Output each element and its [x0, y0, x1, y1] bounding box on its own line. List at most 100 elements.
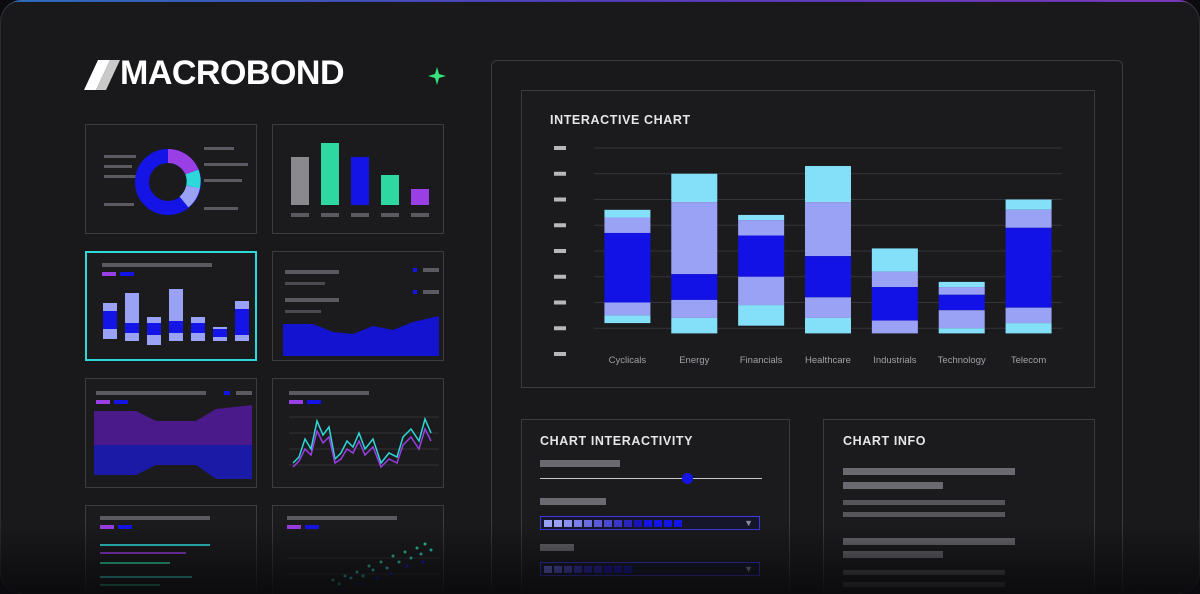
bar-segment-cyclicals[interactable] [604, 302, 651, 316]
x-tick-label: Industrials [873, 355, 917, 366]
dropdown-segment [614, 520, 622, 527]
band-chart-thumb[interactable] [85, 378, 257, 488]
bar-segment-telecom[interactable] [1005, 323, 1052, 334]
dropdown-segment [554, 566, 562, 573]
line-list-thumb[interactable] [85, 505, 257, 594]
slider-thumb[interactable] [681, 473, 693, 484]
dropdown-segment [564, 520, 572, 527]
bar-segment-cyclicals[interactable] [604, 315, 651, 324]
main-panel [491, 60, 1123, 594]
chevron-down-icon: ▼ [744, 518, 753, 528]
bar-segment-financials[interactable] [738, 276, 785, 306]
sparkle-icon[interactable] [427, 66, 447, 86]
bar-segment-technology[interactable] [938, 287, 985, 295]
bar-segment-industrials[interactable] [871, 248, 918, 272]
info-line [843, 551, 943, 558]
dropdown-segment [624, 520, 632, 527]
bar-segment-telecom[interactable] [1005, 209, 1052, 228]
interactive-chart-card: INTERACTIVE CHART Cyclicals Energy Financi… [521, 90, 1095, 388]
bar-segment-telecom[interactable] [1005, 307, 1052, 324]
dropdown-segment [594, 520, 602, 527]
info-line [843, 512, 1005, 517]
stacked-bar-icon [102, 263, 249, 345]
slider-label [540, 460, 620, 467]
bar-segment-financials[interactable] [738, 305, 785, 326]
y-tick [554, 274, 566, 279]
bar-segment-healthcare[interactable] [805, 317, 851, 334]
bar-segment-industrials[interactable] [871, 271, 918, 288]
bar-segment-financials[interactable] [738, 235, 785, 277]
dropdown1-label [540, 498, 606, 505]
x-tick-label: Healthcare [805, 355, 851, 366]
chart-info-card: CHART INFO [823, 419, 1095, 594]
bar-segment-technology[interactable] [938, 310, 985, 329]
y-tick [554, 197, 566, 202]
bar-segment-cyclicals[interactable] [604, 209, 651, 218]
area-chart-icon [283, 268, 439, 356]
bar-segment-energy[interactable] [671, 202, 718, 275]
y-tick [554, 171, 566, 176]
bar-segment-energy[interactable] [671, 173, 718, 203]
slider-track[interactable] [540, 478, 762, 479]
bar-segment-financials[interactable] [738, 214, 785, 221]
x-tick-label: Cyclicals [608, 355, 647, 366]
chart-interactivity-card: CHART INTERACTIVITY ▼ ▼ [521, 419, 790, 594]
dropdown-segment [604, 566, 612, 573]
dropdown-segment [614, 566, 622, 573]
chart-title: INTERACTIVE CHART [550, 113, 691, 127]
area-chart-thumb[interactable] [272, 251, 444, 361]
dropdown-select-1[interactable]: ▼ [540, 516, 760, 530]
bar-segment-energy[interactable] [671, 274, 718, 300]
bar-segment-healthcare[interactable] [805, 256, 851, 298]
scatter-chart-thumb[interactable] [272, 505, 444, 594]
bar-segment-healthcare[interactable] [805, 202, 851, 257]
line-list-icon [100, 516, 210, 586]
dropdown-select-2[interactable]: ▼ [540, 562, 760, 576]
dropdown-segment [594, 566, 602, 573]
info-line [843, 538, 1015, 545]
dropdown-segment [604, 520, 612, 527]
bar-segment-technology[interactable] [938, 328, 985, 334]
bar-segment-industrials[interactable] [871, 320, 918, 334]
dropdown-segment [654, 520, 662, 527]
stacked-bar-chart[interactable] [522, 91, 1096, 389]
dropdown-segment [664, 520, 672, 527]
donut-chart-icon [104, 147, 248, 215]
dropdown-segment [634, 520, 642, 527]
dropdown-segment [574, 566, 582, 573]
x-tick-label: Energy [679, 355, 710, 366]
bar-segment-cyclicals[interactable] [604, 232, 651, 303]
bar-segment-technology[interactable] [938, 281, 985, 288]
y-tick [554, 300, 566, 305]
x-tick-label: Technology [937, 355, 986, 366]
info-line [843, 500, 1005, 505]
bar-segment-healthcare[interactable] [805, 166, 851, 203]
x-tick-label: Telecom [1010, 355, 1047, 366]
bar-segment-cyclicals[interactable] [604, 217, 651, 233]
bar-segment-telecom[interactable] [1005, 199, 1052, 210]
donut-chart-thumb[interactable] [85, 124, 257, 234]
bar-segment-telecom[interactable] [1005, 227, 1052, 308]
dropdown-segment [584, 520, 592, 527]
bar-chart-thumb[interactable] [272, 124, 444, 234]
bar-chart-icon [291, 143, 429, 217]
info-line [843, 468, 1015, 475]
stacked-bar-thumb[interactable] [85, 251, 257, 361]
bar-segment-energy[interactable] [671, 317, 718, 334]
line-chart-thumb[interactable] [272, 378, 444, 488]
y-tick [554, 223, 566, 228]
bar-segment-energy[interactable] [671, 299, 718, 318]
info-line [843, 582, 1005, 587]
bar-segment-healthcare[interactable] [805, 297, 851, 318]
bar-segment-technology[interactable] [938, 294, 985, 311]
interactivity-title: CHART INTERACTIVITY [540, 434, 694, 448]
macrobond-logo [84, 60, 120, 90]
brand-name: MACROBOND [120, 54, 345, 92]
bar-segment-financials[interactable] [738, 220, 785, 236]
y-tick [554, 326, 566, 331]
dropdown-segment [644, 520, 652, 527]
y-tick [554, 352, 566, 356]
y-tick [554, 249, 566, 253]
bar-segment-industrials[interactable] [871, 287, 918, 321]
